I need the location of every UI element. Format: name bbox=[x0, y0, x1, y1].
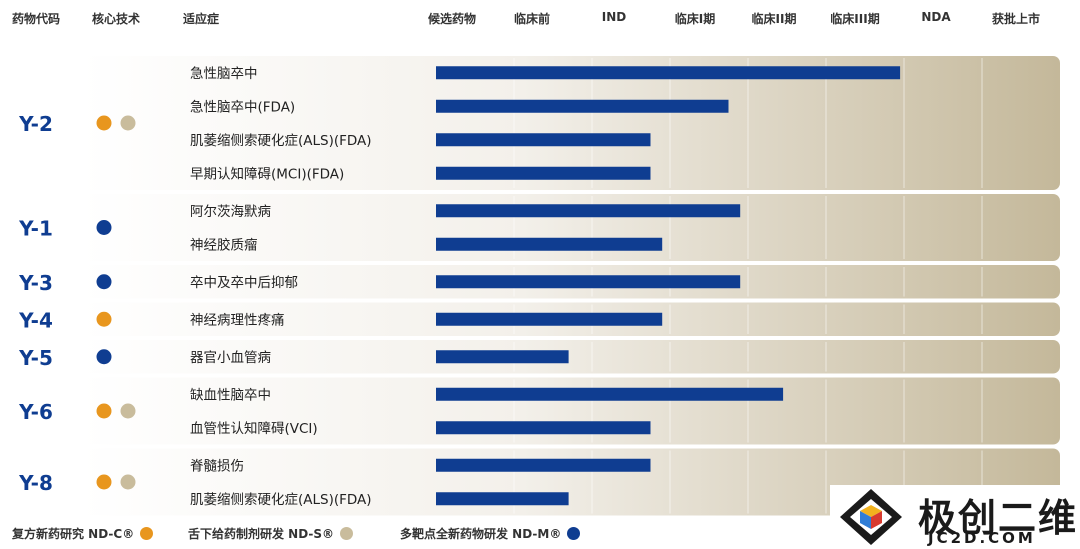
drug-code: Y-4 bbox=[18, 308, 53, 332]
watermark-site: JC2D.COM bbox=[928, 529, 1036, 547]
legend-nd-m-label: 多靶点全新药物研发 ND-M® bbox=[400, 527, 562, 541]
legend-nd-c-dot bbox=[140, 527, 154, 540]
indication-label: 血管性认知障碍(VCI) bbox=[190, 420, 318, 437]
legend-nd-m: 多靶点全新药物研发 ND-M® bbox=[400, 525, 581, 542]
indication-label: 急性脑卒中 bbox=[190, 66, 258, 82]
header-indication: 适应症 bbox=[183, 12, 220, 26]
indication-label: 阿尔茨海默病 bbox=[190, 204, 271, 220]
tech-dot-nd-c bbox=[96, 474, 112, 490]
pipeline-bar bbox=[436, 458, 651, 472]
pipeline-bar bbox=[436, 237, 663, 251]
pipeline-bar bbox=[436, 312, 663, 326]
group-panel-y-6 bbox=[82, 377, 1060, 445]
header-stage-ind: IND bbox=[601, 10, 627, 24]
drug-code: Y-8 bbox=[18, 471, 53, 495]
header-stage-phase1: 临床I期 bbox=[674, 12, 716, 26]
pipeline-bar bbox=[436, 387, 784, 401]
indication-label: 肌萎缩侧索硬化症(ALS)(FDA) bbox=[190, 133, 372, 149]
group-panel-y-2 bbox=[82, 56, 1060, 190]
watermark-logo: 极创二维 JC2D.COM bbox=[830, 485, 1080, 549]
drug-code: Y-1 bbox=[18, 217, 53, 241]
pipeline-bar bbox=[436, 204, 741, 218]
indication-label: 早期认知障碍(MCI)(FDA) bbox=[190, 165, 344, 182]
legend-nd-s: 舌下给药制剂研发 ND-S® bbox=[188, 525, 354, 542]
indication-label: 缺血性脑卒中 bbox=[190, 387, 271, 403]
legend-nd-m-dot bbox=[567, 527, 581, 540]
indication-label: 神经病理性疼痛 bbox=[190, 311, 285, 328]
tech-dot-nd-c bbox=[96, 403, 112, 419]
header-tech: 核心技术 bbox=[92, 12, 141, 26]
group-panel-y-8 bbox=[82, 448, 1060, 516]
header-stage-nda: NDA bbox=[921, 10, 951, 24]
legend-nd-c-label: 复方新药研究 ND-C® bbox=[12, 527, 135, 541]
legend-nd-s-label: 舌下给药制剂研发 ND-S® bbox=[188, 527, 335, 541]
pipeline-bar bbox=[436, 421, 651, 435]
group-panel-y-5 bbox=[82, 340, 1060, 374]
header-code: 药物代码 bbox=[12, 12, 61, 26]
pipeline-bar bbox=[436, 133, 651, 147]
drug-code: Y-2 bbox=[18, 112, 53, 136]
header-stage-approved: 获批上市 bbox=[991, 12, 1041, 26]
indication-label: 器官小血管病 bbox=[190, 350, 271, 366]
tech-dot-nd-s bbox=[120, 474, 136, 490]
drug-code: Y-5 bbox=[18, 346, 53, 370]
header-stage-preclinical: 临床前 bbox=[513, 12, 551, 26]
tech-dot-nd-m bbox=[96, 274, 112, 290]
cube-logo-icon bbox=[840, 489, 902, 545]
tech-dot-nd-m bbox=[96, 220, 112, 235]
tech-dot-nd-c bbox=[96, 311, 112, 327]
tech-dot-nd-s bbox=[120, 115, 136, 131]
legend-nd-s-dot bbox=[340, 527, 354, 540]
pipeline-bar bbox=[436, 99, 729, 113]
header-stage-candidate: 候选药物 bbox=[427, 12, 477, 26]
watermark-brand: 极创二维 bbox=[918, 496, 1079, 540]
indication-label: 急性脑卒中(FDA) bbox=[190, 99, 295, 115]
group-panel-y-1 bbox=[82, 194, 1060, 261]
header-stage-phase3: 临床III期 bbox=[830, 12, 880, 26]
indication-label: 卒中及卒中后抑郁 bbox=[190, 275, 298, 291]
header-stage-phase2: 临床II期 bbox=[751, 12, 797, 26]
drug-code: Y-6 bbox=[18, 400, 53, 424]
tech-dot-nd-m bbox=[96, 349, 112, 365]
pipeline-bar bbox=[436, 275, 741, 289]
tech-dot-nd-c bbox=[96, 115, 112, 131]
tech-dot-nd-s bbox=[120, 403, 136, 419]
indication-label: 肌萎缩侧索硬化症(ALS)(FDA) bbox=[190, 492, 372, 508]
pipeline-bar bbox=[436, 166, 651, 180]
legend-nd-c: 复方新药研究 ND-C® bbox=[12, 525, 154, 542]
indication-label: 神经胶质瘤 bbox=[190, 236, 258, 253]
pipeline-bar bbox=[436, 350, 569, 364]
indication-label: 脊髓损伤 bbox=[190, 458, 244, 474]
pipeline-bar bbox=[436, 492, 569, 506]
pipeline-bar bbox=[436, 66, 901, 80]
drug-code: Y-3 bbox=[18, 271, 53, 295]
